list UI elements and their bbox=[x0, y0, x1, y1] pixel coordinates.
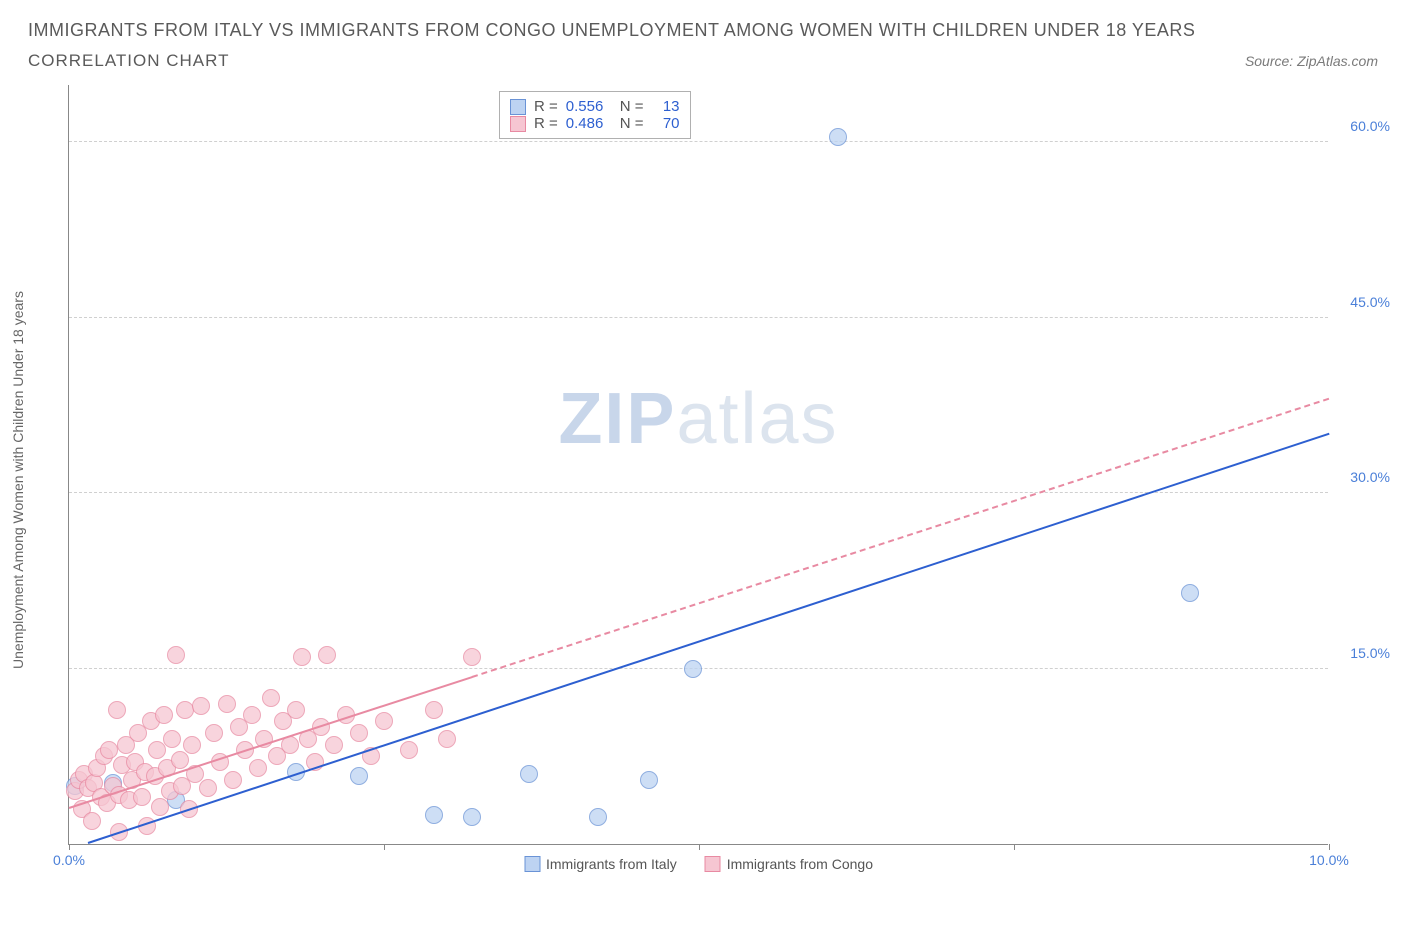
data-point bbox=[463, 648, 481, 666]
legend-swatch bbox=[510, 99, 526, 115]
data-point bbox=[589, 808, 607, 826]
data-point bbox=[155, 706, 173, 724]
stat-r-label: R = bbox=[534, 115, 558, 132]
stat-n-value: 13 bbox=[652, 98, 680, 115]
x-tick bbox=[699, 844, 700, 850]
data-point bbox=[425, 806, 443, 824]
x-tick bbox=[1329, 844, 1330, 850]
legend-item: Immigrants from Congo bbox=[705, 856, 873, 872]
data-point bbox=[148, 741, 166, 759]
legend-row: R = 0.556 N = 13 bbox=[510, 98, 680, 115]
data-point bbox=[438, 730, 456, 748]
data-point bbox=[224, 771, 242, 789]
data-point bbox=[1181, 584, 1199, 602]
x-tick bbox=[69, 844, 70, 850]
data-point bbox=[171, 751, 189, 769]
data-point bbox=[163, 730, 181, 748]
gridline bbox=[69, 141, 1328, 142]
data-point bbox=[83, 812, 101, 830]
data-point bbox=[425, 701, 443, 719]
x-tick bbox=[1014, 844, 1015, 850]
data-point bbox=[287, 701, 305, 719]
gridline bbox=[69, 317, 1328, 318]
data-point bbox=[350, 767, 368, 785]
x-tick-label: 10.0% bbox=[1309, 852, 1349, 868]
data-point bbox=[133, 788, 151, 806]
data-point bbox=[325, 736, 343, 754]
correlation-chart: Unemployment Among Women with Children U… bbox=[28, 85, 1378, 875]
data-point bbox=[192, 697, 210, 715]
stat-n-value: 70 bbox=[652, 115, 680, 132]
legend-swatch bbox=[524, 856, 540, 872]
y-tick-label: 30.0% bbox=[1350, 469, 1390, 485]
data-point bbox=[640, 771, 658, 789]
stat-r-value: 0.556 bbox=[566, 98, 612, 115]
y-tick-label: 15.0% bbox=[1350, 645, 1390, 661]
data-point bbox=[350, 724, 368, 742]
source-attribution: Source: ZipAtlas.com bbox=[1245, 53, 1378, 69]
stat-n-label: N = bbox=[620, 98, 644, 115]
data-point bbox=[249, 759, 267, 777]
watermark: ZIPatlas bbox=[558, 378, 838, 460]
data-point bbox=[183, 736, 201, 754]
legend-swatch bbox=[705, 856, 721, 872]
data-point bbox=[167, 646, 185, 664]
trend-line bbox=[88, 433, 1330, 844]
series-legend: Immigrants from Italy Immigrants from Con… bbox=[524, 856, 873, 872]
x-tick bbox=[384, 844, 385, 850]
y-axis-label: Unemployment Among Women with Children U… bbox=[10, 291, 26, 669]
stat-r-label: R = bbox=[534, 98, 558, 115]
data-point bbox=[400, 741, 418, 759]
legend-row: R = 0.486 N = 70 bbox=[510, 115, 680, 132]
page-title: IMMIGRANTS FROM ITALY VS IMMIGRANTS FROM… bbox=[28, 20, 1378, 41]
stat-r-value: 0.486 bbox=[566, 115, 612, 132]
data-point bbox=[318, 646, 336, 664]
data-point bbox=[108, 701, 126, 719]
stats-legend: R = 0.556 N = 13 R = 0.486 N = 70 bbox=[499, 91, 691, 139]
legend-label: Immigrants from Italy bbox=[546, 856, 677, 872]
subtitle-row: CORRELATION CHART Source: ZipAtlas.com bbox=[28, 51, 1378, 71]
data-point bbox=[243, 706, 261, 724]
y-tick-label: 60.0% bbox=[1350, 118, 1390, 134]
data-point bbox=[262, 689, 280, 707]
data-point bbox=[218, 695, 236, 713]
data-point bbox=[293, 648, 311, 666]
data-point bbox=[463, 808, 481, 826]
data-point bbox=[684, 660, 702, 678]
trend-line bbox=[472, 398, 1329, 678]
legend-item: Immigrants from Italy bbox=[524, 856, 677, 872]
data-point bbox=[520, 765, 538, 783]
subtitle: CORRELATION CHART bbox=[28, 51, 230, 71]
data-point bbox=[151, 798, 169, 816]
data-point bbox=[205, 724, 223, 742]
x-tick-label: 0.0% bbox=[53, 852, 85, 868]
gridline bbox=[69, 492, 1328, 493]
legend-label: Immigrants from Congo bbox=[727, 856, 873, 872]
data-point bbox=[176, 701, 194, 719]
stat-n-label: N = bbox=[620, 115, 644, 132]
legend-swatch bbox=[510, 116, 526, 132]
data-point bbox=[375, 712, 393, 730]
plot-area: ZIPatlas 15.0%30.0%45.0%60.0%0.0%10.0%R … bbox=[68, 85, 1328, 845]
data-point bbox=[829, 128, 847, 146]
y-tick-label: 45.0% bbox=[1350, 294, 1390, 310]
data-point bbox=[199, 779, 217, 797]
